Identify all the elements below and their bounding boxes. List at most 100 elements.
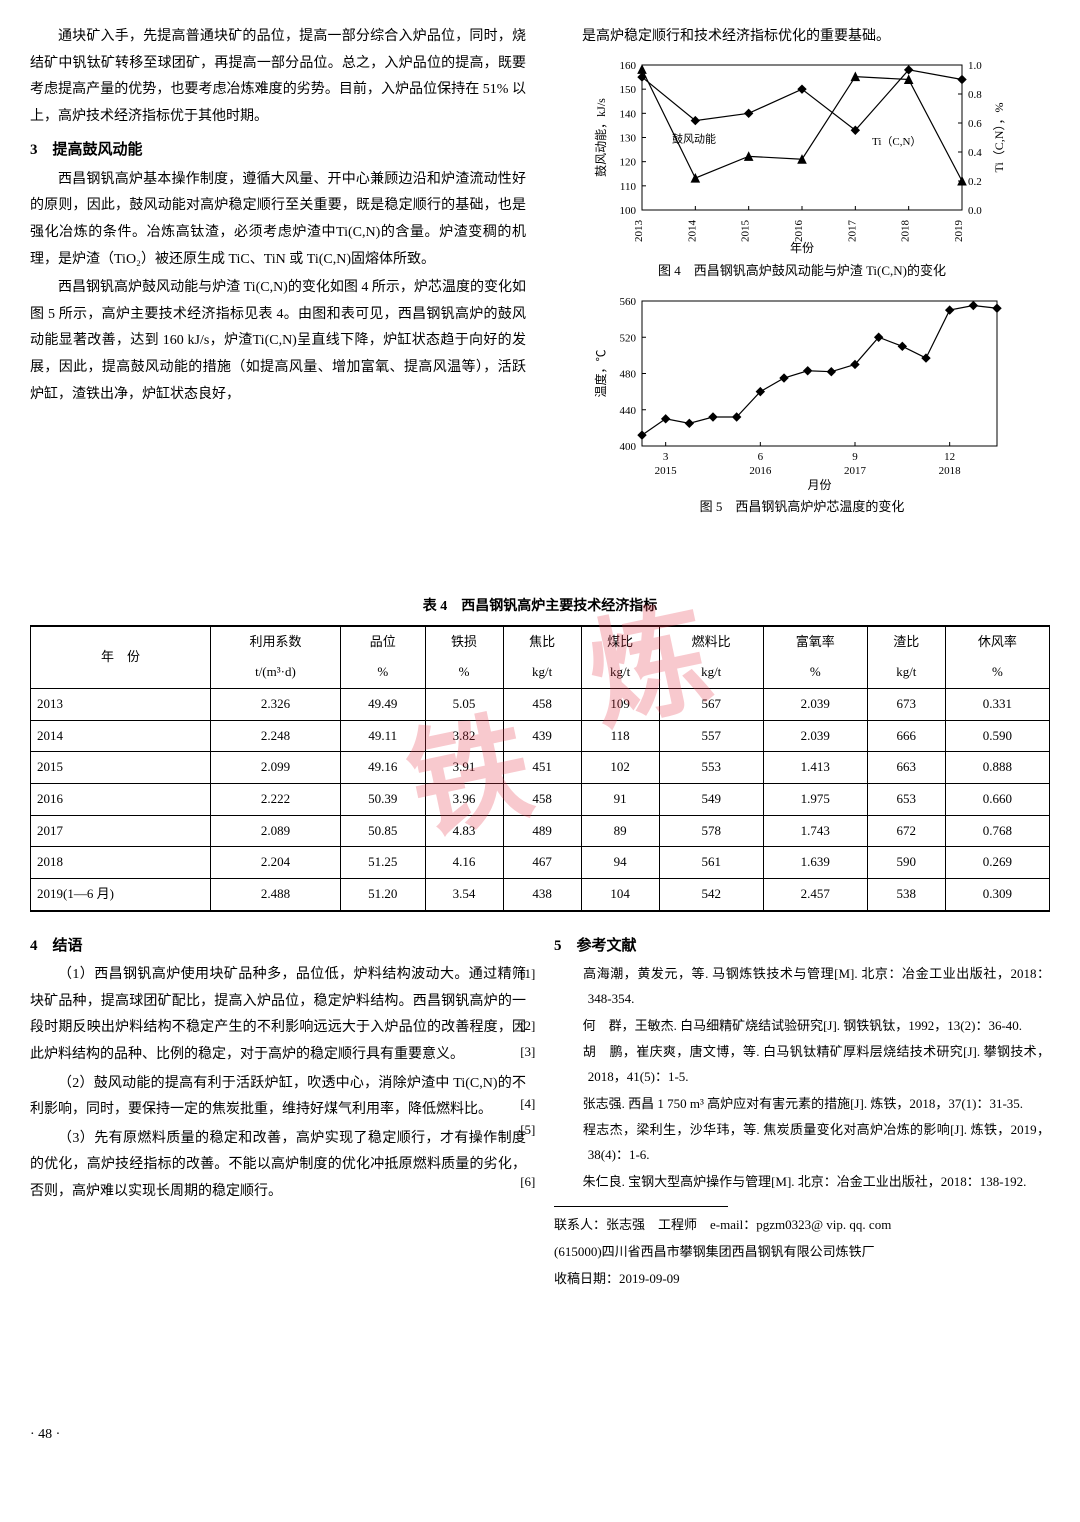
reference-item: [4]张志强. 西昌 1 750 m³ 高炉应对有害元素的措施[J]. 炼铁，2… (554, 1092, 1050, 1117)
table4-caption: 表 4 西昌钢钒高炉主要技术经济指标 (30, 594, 1050, 621)
table-cell: 578 (659, 815, 763, 847)
table-cell: 2014 (31, 720, 211, 752)
table-row: 2019(1—6 月)2.48851.203.544381045422.4575… (31, 879, 1050, 911)
table-cell: 1.743 (763, 815, 867, 847)
table-row: 20142.24849.113.824391185572.0396660.590 (31, 720, 1050, 752)
svg-text:1.0: 1.0 (968, 60, 982, 72)
table-row: 20162.22250.393.96458915491.9756530.660 (31, 784, 1050, 816)
sec4-title: 4 结语 (30, 932, 526, 961)
table-cell: 2.099 (210, 752, 340, 784)
table-cell: 590 (867, 847, 945, 879)
svg-text:2016: 2016 (749, 465, 772, 477)
svg-text:Ti（C,N）: Ti（C,N） (872, 134, 921, 147)
table-cell: 1.639 (763, 847, 867, 879)
fig4-caption: 图 4 西昌钢钒高炉鼓风动能与炉渣 Ti(C,N)的变化 (554, 259, 1050, 284)
table-cell: 4.16 (425, 847, 503, 879)
table-cell: 49.16 (340, 752, 425, 784)
table-cell: 0.660 (945, 784, 1049, 816)
svg-text:2019: 2019 (953, 219, 965, 242)
table-cell: 49.49 (340, 688, 425, 720)
sec5-title: 5 参考文献 (554, 932, 1050, 961)
table-cell: 50.85 (340, 815, 425, 847)
col2-top: 是高炉稳定顺行和技术经济指标优化的重要基础。 (554, 24, 1050, 51)
sec4-p2: （2）鼓风动能的提高有利于活跃炉缸，吹透中心，消除炉渣中 Ti(C,N)的不利影… (30, 1071, 526, 1124)
svg-text:160: 160 (620, 60, 637, 72)
table-unit: % (945, 657, 1049, 688)
svg-text:2017: 2017 (844, 465, 867, 477)
table-cell: 3.54 (425, 879, 503, 911)
table-unit: kg/t (503, 657, 581, 688)
table-header: 年 份 (31, 626, 211, 689)
svg-text:2016: 2016 (793, 219, 805, 242)
table-cell: 673 (867, 688, 945, 720)
sec3-title: 3 提高鼓风动能 (30, 136, 526, 165)
table-unit: kg/t (867, 657, 945, 688)
reference-item: [1]高海潮，黄发元，等. 马钢炼铁技术与管理[M]. 北京：冶金工业出版社，2… (554, 962, 1050, 1011)
table-header: 利用系数 (210, 626, 340, 658)
table-unit: t/(m³·d) (210, 657, 340, 688)
table-header: 煤比 (581, 626, 659, 658)
table-cell: 118 (581, 720, 659, 752)
reference-item: [5]程志杰，梁利生，沙华玮，等. 焦炭质量变化对高炉冶炼的影响[J]. 炼铁，… (554, 1118, 1050, 1167)
table-unit: % (425, 657, 503, 688)
svg-text:月份: 月份 (807, 478, 831, 491)
svg-text:2018: 2018 (900, 219, 912, 242)
table-4-wrap: 表 4 西昌钢钒高炉主要技术经济指标 年 份利用系数品位铁损焦比煤比燃料比富氧率… (30, 594, 1050, 912)
table-row: 20132.32649.495.054581095672.0396730.331 (31, 688, 1050, 720)
table-cell: 2.204 (210, 847, 340, 879)
fig4-svg: 1001101201301401501600.00.20.40.60.81.02… (587, 55, 1017, 255)
svg-text:0.6: 0.6 (968, 118, 982, 130)
svg-text:480: 480 (620, 369, 637, 381)
table-cell: 0.768 (945, 815, 1049, 847)
sec4-p3: （3）先有原燃料质量的稳定和改善，高炉实现了稳定顺行，才有操作制度的优化，高炉技… (30, 1126, 526, 1206)
table-cell: 3.91 (425, 752, 503, 784)
table-cell: 2017 (31, 815, 211, 847)
sec3-para2: 西昌钢钒高炉鼓风动能与炉渣 Ti(C,N)的变化如图 4 所示，炉芯温度的变化如… (30, 275, 526, 408)
table-cell: 2.039 (763, 720, 867, 752)
figure-4: 1001101201301401501600.00.20.40.60.81.02… (554, 55, 1050, 284)
sec3-para1: 西昌钢钒高炉基本操作制度，遵循大风量、开中心兼顾边沿和炉渣流动性好的原则，因此，… (30, 167, 526, 273)
para-intro: 通块矿入手，先提高普通块矿的品位，提高一部分综合入炉品位，同时，烧结矿中钒钛矿转… (30, 24, 526, 130)
contact-block: 联系人：张志强 工程师 e-mail：pgzm0323@ vip. qq. co… (554, 1213, 1050, 1291)
table-cell: 672 (867, 815, 945, 847)
svg-text:3: 3 (663, 451, 669, 463)
svg-text:110: 110 (620, 180, 637, 192)
table-cell: 3.82 (425, 720, 503, 752)
svg-text:年份: 年份 (790, 241, 814, 255)
svg-text:520: 520 (620, 333, 637, 345)
svg-text:0.4: 0.4 (968, 147, 982, 159)
table-header: 焦比 (503, 626, 581, 658)
table-row: 20152.09949.163.914511025531.4136630.888 (31, 752, 1050, 784)
table-cell: 458 (503, 688, 581, 720)
contact-line1: 联系人：张志强 工程师 e-mail：pgzm0323@ vip. qq. co… (554, 1213, 1050, 1238)
table-cell: 2.326 (210, 688, 340, 720)
table-cell: 2.039 (763, 688, 867, 720)
table-cell: 3.96 (425, 784, 503, 816)
table-header: 富氧率 (763, 626, 867, 658)
table-cell: 438 (503, 879, 581, 911)
svg-text:440: 440 (620, 405, 637, 417)
table-cell: 50.39 (340, 784, 425, 816)
table-cell: 51.25 (340, 847, 425, 879)
figure-5: 400440480520560320156201692017122018温度，℃… (554, 291, 1050, 520)
contact-line2: (615000)四川省西昌市攀钢集团西昌钢钒有限公司炼铁厂 (554, 1240, 1050, 1265)
table-header: 休风率 (945, 626, 1049, 658)
table-cell: 549 (659, 784, 763, 816)
table-cell: 0.888 (945, 752, 1049, 784)
svg-text:2013: 2013 (633, 219, 645, 242)
reference-item: [6]朱仁良. 宝钢大型高炉操作与管理[M]. 北京：冶金工业出版社，2018：… (554, 1170, 1050, 1195)
svg-text:150: 150 (620, 84, 637, 96)
footnote-separator (554, 1206, 728, 1207)
table-cell: 439 (503, 720, 581, 752)
table-cell: 2.089 (210, 815, 340, 847)
sec4-p1: （1）西昌钢钒高炉使用块矿品种多，品位低，炉料结构波动大。通过精筛块矿品种，提高… (30, 962, 526, 1068)
table-cell: 2.488 (210, 879, 340, 911)
svg-text:100: 100 (620, 205, 637, 217)
table-header: 燃料比 (659, 626, 763, 658)
table-cell: 653 (867, 784, 945, 816)
table-cell: 2.457 (763, 879, 867, 911)
table-cell: 89 (581, 815, 659, 847)
svg-text:2015: 2015 (655, 465, 678, 477)
table-cell: 1.975 (763, 784, 867, 816)
table-cell: 1.413 (763, 752, 867, 784)
